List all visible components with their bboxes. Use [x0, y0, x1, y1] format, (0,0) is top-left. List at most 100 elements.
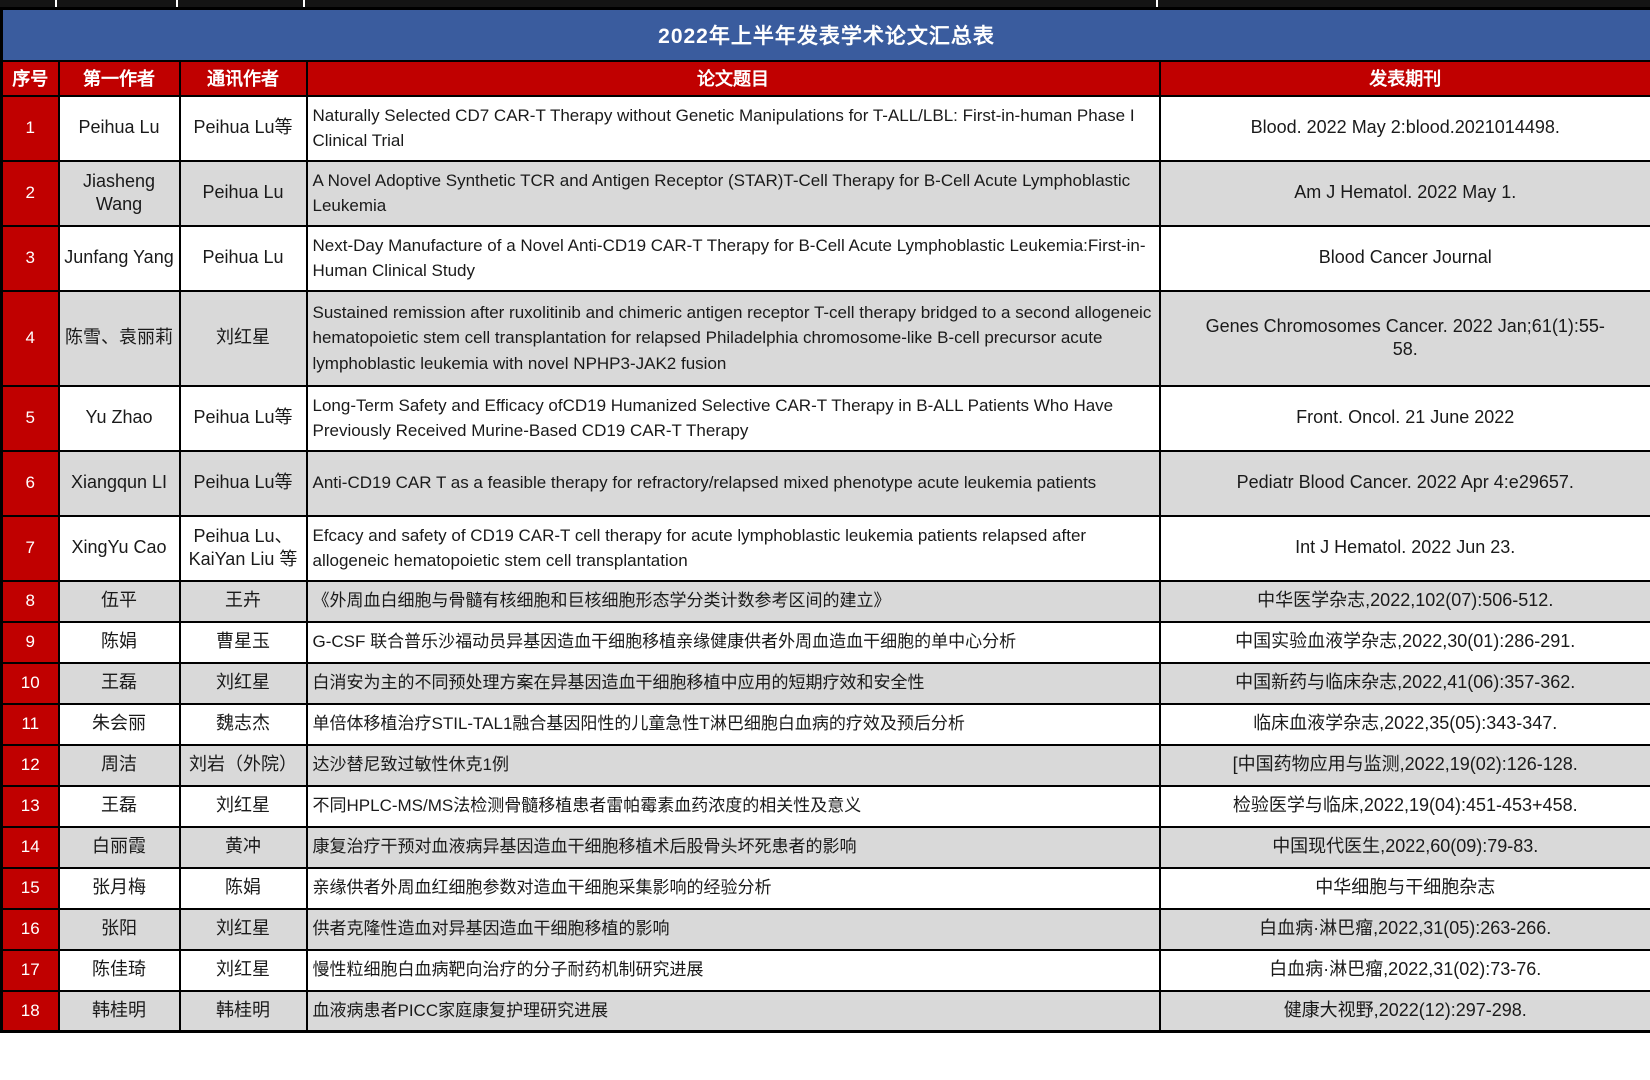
cropped-cell	[0, 0, 57, 7]
corresponding-author-cell: 刘红星	[178, 948, 308, 992]
seq-cell: 15	[0, 866, 60, 910]
column-header-first_author: 第一作者	[57, 59, 181, 97]
corresponding-author-cell: 刘岩（外院）	[178, 743, 308, 787]
paper-title-cell: 白消安为主的不同预处理方案在异基因造血干细胞移植中应用的短期疗效和安全性	[305, 661, 1161, 705]
journal-cell: 白血病·淋巴瘤,2022,31(02):73-76.	[1158, 948, 1650, 992]
journal-cell: Am J Hematol. 2022 May 1.	[1158, 159, 1650, 227]
first-author-cell: 韩桂明	[57, 989, 181, 1033]
first-author-cell: 朱会丽	[57, 702, 181, 746]
seq-cell: 5	[0, 384, 60, 452]
header-row: 序号 第一作者 通讯作者 论文题目 发表期刊	[0, 59, 1650, 97]
seq-cell: 4	[0, 289, 60, 387]
first-author-cell: Peihua Lu	[57, 94, 181, 162]
journal-cell: 健康大视野,2022(12):297-298.	[1158, 989, 1650, 1033]
corresponding-author-cell: 黄冲	[178, 825, 308, 869]
cropped-cell	[305, 0, 1158, 7]
first-author-cell: Jiasheng Wang	[57, 159, 181, 227]
journal-cell: Front. Oncol. 21 June 2022	[1158, 384, 1650, 452]
corresponding-author-cell: 刘红星	[178, 289, 308, 387]
seq-cell: 11	[0, 702, 60, 746]
table-row: 6 Xiangqun LI Peihua Lu等 Anti-CD19 CAR T as…	[0, 449, 1650, 517]
journal-cell: Blood Cancer Journal	[1158, 224, 1650, 292]
column-header-journal: 发表期刊	[1158, 59, 1650, 97]
seq-cell: 3	[0, 224, 60, 292]
first-author-cell: 张阳	[57, 907, 181, 951]
seq-cell: 10	[0, 661, 60, 705]
first-author-cell: 陈佳琦	[57, 948, 181, 992]
paper-title-cell: 慢性粒细胞白血病靶向治疗的分子耐药机制研究进展	[305, 948, 1161, 992]
first-author-cell: Xiangqun LI	[57, 449, 181, 517]
seq-cell: 12	[0, 743, 60, 787]
table-row: 10 王磊 刘红星 白消安为主的不同预处理方案在异基因造血干细胞移植中应用的短期疗效和…	[0, 661, 1650, 705]
journal-cell: 中华细胞与干细胞杂志	[1158, 866, 1650, 910]
paper-title-cell: 亲缘供者外周血红细胞参数对造血干细胞采集影响的经验分析	[305, 866, 1161, 910]
seq-cell: 13	[0, 784, 60, 828]
table-row: 13 王磊 刘红星 不同HPLC-MS/MS法检测骨髓移植患者雷帕霉素血药浓度的相关性…	[0, 784, 1650, 828]
corresponding-author-cell: 魏志杰	[178, 702, 308, 746]
first-author-cell: 周洁	[57, 743, 181, 787]
paper-title-cell: 供者克隆性造血对异基因造血干细胞移植的影响	[305, 907, 1161, 951]
first-author-cell: 王磊	[57, 784, 181, 828]
corresponding-author-cell: Peihua Lu、KaiYan Liu 等	[178, 514, 308, 582]
table-row: 5 Yu Zhao Peihua Lu等 Long-Term Safety and E…	[0, 384, 1650, 452]
paper-title-cell: Naturally Selected CD7 CAR-T Therapy wit…	[305, 94, 1161, 162]
first-author-cell: 王磊	[57, 661, 181, 705]
corresponding-author-cell: 刘红星	[178, 784, 308, 828]
journal-cell: 检验医学与临床,2022,19(04):451-453+458.	[1158, 784, 1650, 828]
seq-cell: 6	[0, 449, 60, 517]
journal-cell: 白血病·淋巴瘤,2022,31(05):263-266.	[1158, 907, 1650, 951]
table-row: 2 Jiasheng Wang Peihua Lu A Novel Adoptive …	[0, 159, 1650, 227]
paper-title-cell: Sustained remission after ruxolitinib an…	[305, 289, 1161, 387]
table-row: 17 陈佳琦 刘红星 慢性粒细胞白血病靶向治疗的分子耐药机制研究进展 白血病·淋巴瘤,2…	[0, 948, 1650, 992]
paper-title-cell: Long-Term Safety and Efficacy ofCD19 Hum…	[305, 384, 1161, 452]
journal-cell: 中国现代医生,2022,60(09):79-83.	[1158, 825, 1650, 869]
paper-title-cell: A Novel Adoptive Synthetic TCR and Antig…	[305, 159, 1161, 227]
paper-title-cell: 单倍体移植治疗STIL-TAL1融合基因阳性的儿童急性T淋巴细胞白血病的疗效及预…	[305, 702, 1161, 746]
corresponding-author-cell: 刘红星	[178, 661, 308, 705]
first-author-cell: 陈娟	[57, 620, 181, 664]
seq-cell: 16	[0, 907, 60, 951]
first-author-cell: 陈雪、袁丽莉	[57, 289, 181, 387]
seq-cell: 1	[0, 94, 60, 162]
table-row: 11 朱会丽 魏志杰 单倍体移植治疗STIL-TAL1融合基因阳性的儿童急性T淋巴细胞…	[0, 702, 1650, 746]
paper-title-cell: 血液病患者PICC家庭康复护理研究进展	[305, 989, 1161, 1033]
journal-cell: Genes Chromosomes Cancer. 2022 Jan;61(1)…	[1158, 289, 1650, 387]
journal-cell: 中国实验血液学杂志,2022,30(01):286-291.	[1158, 620, 1650, 664]
table-row: 7 XingYu Cao Peihua Lu、KaiYan Liu 等 Efcacy …	[0, 514, 1650, 582]
column-header-paper_title: 论文题目	[305, 59, 1161, 97]
seq-cell: 8	[0, 579, 60, 623]
journal-cell: Pediatr Blood Cancer. 2022 Apr 4:e29657.	[1158, 449, 1650, 517]
table-row: 8 伍平 王卉 《外周血白细胞与骨髓有核细胞和巨核细胞形态学分类计数参考区间的建立》中…	[0, 579, 1650, 623]
seq-cell: 14	[0, 825, 60, 869]
cropped-cell	[178, 0, 305, 7]
papers-table: 2022年上半年发表学术论文汇总表 序号 第一作者 通讯作者 论文题目 发表期刊 1 Pe…	[0, 7, 1650, 1033]
seq-cell: 18	[0, 989, 60, 1033]
first-author-cell: Yu Zhao	[57, 384, 181, 452]
cropped-cell	[1158, 0, 1650, 7]
corresponding-author-cell: Peihua Lu等	[178, 449, 308, 517]
first-author-cell: XingYu Cao	[57, 514, 181, 582]
corresponding-author-cell: Peihua Lu	[178, 159, 308, 227]
paper-title-cell: 《外周血白细胞与骨髓有核细胞和巨核细胞形态学分类计数参考区间的建立》	[305, 579, 1161, 623]
paper-title-cell: Next-Day Manufacture of a Novel Anti-CD1…	[305, 224, 1161, 292]
table-body: 1 Peihua Lu Peihua Lu等 Naturally Selected C…	[0, 94, 1650, 1033]
table-head: 2022年上半年发表学术论文汇总表 序号 第一作者 通讯作者 论文题目 发表期刊	[0, 7, 1650, 97]
journal-cell: Int J Hematol. 2022 Jun 23.	[1158, 514, 1650, 582]
title-row: 2022年上半年发表学术论文汇总表	[0, 7, 1650, 62]
column-header-corresponding_author: 通讯作者	[178, 59, 308, 97]
journal-cell: [中国药物应用与监测,2022,19(02):126-128.	[1158, 743, 1650, 787]
corresponding-author-cell: Peihua Lu等	[178, 384, 308, 452]
seq-cell: 9	[0, 620, 60, 664]
table-row: 14 白丽霞 黄冲 康复治疗干预对血液病异基因造血干细胞移植术后股骨头坏死患者的影响中…	[0, 825, 1650, 869]
corresponding-author-cell: 韩桂明	[178, 989, 308, 1033]
corresponding-author-cell: 曹星玉	[178, 620, 308, 664]
journal-cell: 中华医学杂志,2022,102(07):506-512.	[1158, 579, 1650, 623]
table-row: 3 Junfang Yang Peihua Lu Next-Day Manufactu…	[0, 224, 1650, 292]
corresponding-author-cell: 陈娟	[178, 866, 308, 910]
cropped-cell	[57, 0, 178, 7]
column-header-seq: 序号	[0, 59, 60, 97]
paper-title-cell: G-CSF 联合普乐沙福动员异基因造血干细胞移植亲缘健康供者外周血造血干细胞的单…	[305, 620, 1161, 664]
corresponding-author-cell: Peihua Lu等	[178, 94, 308, 162]
journal-cell: Blood. 2022 May 2:blood.2021014498.	[1158, 94, 1650, 162]
journal-cell: 中国新药与临床杂志,2022,41(06):357-362.	[1158, 661, 1650, 705]
